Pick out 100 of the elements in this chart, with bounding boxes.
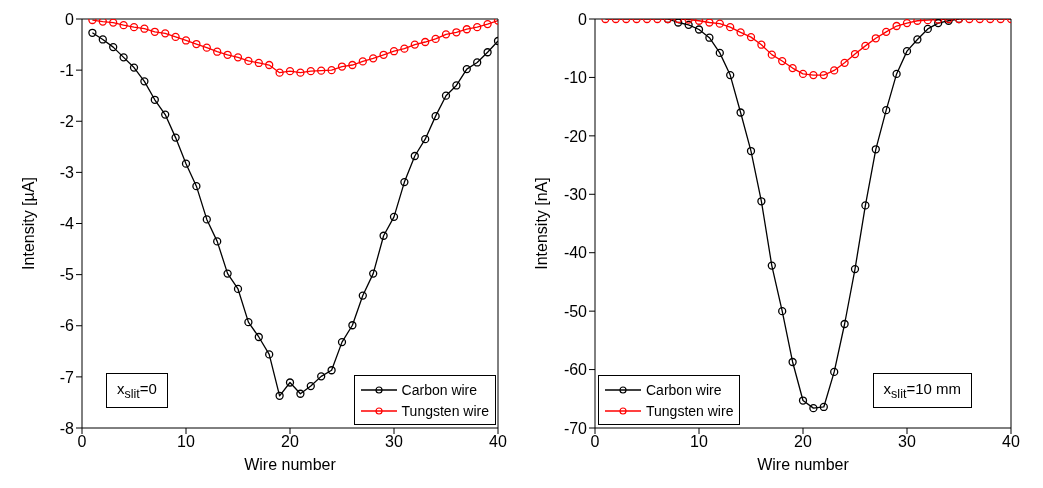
point: [140, 24, 149, 33]
point: [746, 146, 756, 156]
point: [223, 269, 232, 278]
y-tick-label: -50: [563, 302, 588, 320]
y-tick-label: -70: [563, 419, 588, 437]
annotation: x$_{slit}$=0: [106, 373, 168, 408]
point: [871, 145, 880, 154]
point: [171, 32, 180, 42]
point: [882, 27, 891, 36]
point: [213, 47, 222, 56]
point: [767, 261, 776, 270]
point: [369, 54, 378, 63]
point: [483, 19, 492, 29]
point: [850, 49, 860, 59]
point: [892, 21, 901, 31]
point: [410, 40, 419, 49]
point: [129, 63, 139, 72]
point: [798, 69, 808, 79]
point: [98, 19, 107, 26]
point: [348, 60, 357, 70]
point: [902, 19, 912, 28]
y-tick-label: -20: [563, 127, 588, 145]
x-tick-label: 20: [794, 433, 812, 451]
point: [483, 48, 492, 57]
x-tick-label: 10: [177, 433, 195, 451]
y-axis-title: Intensity [µA]: [19, 177, 37, 270]
point: [861, 41, 870, 51]
point: [819, 70, 828, 80]
point: [809, 70, 818, 80]
point: [161, 29, 170, 38]
point: [150, 27, 159, 36]
point: [348, 321, 357, 330]
point: [223, 50, 232, 59]
point: [923, 24, 932, 34]
x-tick-label: 40: [489, 433, 507, 451]
point: [400, 177, 409, 187]
point: [400, 44, 409, 53]
point: [830, 66, 839, 75]
x-tick-label: 30: [385, 433, 403, 451]
point: [265, 60, 274, 70]
point: [819, 402, 828, 412]
point: [746, 32, 756, 42]
point: [462, 64, 471, 74]
point: [285, 378, 295, 387]
y-tick-label: -40: [563, 244, 588, 262]
point: [788, 63, 797, 73]
point: [830, 367, 839, 377]
y-tick-label: -60: [563, 361, 588, 379]
point: [369, 269, 378, 278]
point: [850, 264, 860, 274]
point: [767, 50, 776, 59]
legend-label: Carbon wire: [646, 381, 722, 398]
x-tick-label: 0: [590, 433, 600, 451]
x-tick-label: 40: [1002, 433, 1020, 451]
point: [757, 197, 766, 206]
point: [726, 23, 735, 32]
point: [306, 67, 315, 76]
point: [119, 53, 128, 62]
point: [244, 318, 253, 327]
point: [275, 391, 284, 400]
point: [705, 19, 714, 27]
point: [202, 43, 211, 52]
point: [871, 34, 880, 43]
point: [244, 56, 253, 66]
point: [275, 68, 284, 77]
point: [694, 25, 704, 34]
point: [715, 19, 724, 28]
point: [358, 57, 367, 66]
point: [757, 40, 766, 49]
point: [840, 58, 849, 67]
x-tick-label: 30: [898, 433, 916, 451]
legend-label: Carbon wire: [401, 381, 478, 398]
point: [473, 23, 482, 32]
point: [98, 35, 107, 44]
x-axis-title: Wire number: [757, 456, 850, 473]
point: [441, 91, 451, 100]
y-tick-label: -4: [59, 215, 75, 233]
y-tick-label: 0: [65, 10, 75, 28]
point: [285, 67, 295, 76]
point: [892, 69, 901, 79]
point: [452, 81, 461, 90]
point: [181, 159, 191, 168]
point: [861, 201, 870, 210]
point: [317, 372, 326, 381]
point: [389, 212, 399, 221]
legend-label: Tungsten wire: [646, 402, 734, 419]
point: [233, 53, 243, 62]
y-axis-title: Intensity [nA]: [532, 177, 550, 270]
point: [296, 68, 305, 77]
y-tick-label: -8: [59, 419, 75, 437]
point: [171, 133, 180, 142]
point: [778, 306, 787, 316]
point: [327, 366, 336, 375]
point: [129, 23, 139, 32]
point: [715, 48, 724, 58]
point: [337, 62, 347, 71]
point: [140, 77, 149, 86]
point: [684, 20, 693, 29]
point: [161, 110, 170, 119]
point: [296, 389, 305, 398]
